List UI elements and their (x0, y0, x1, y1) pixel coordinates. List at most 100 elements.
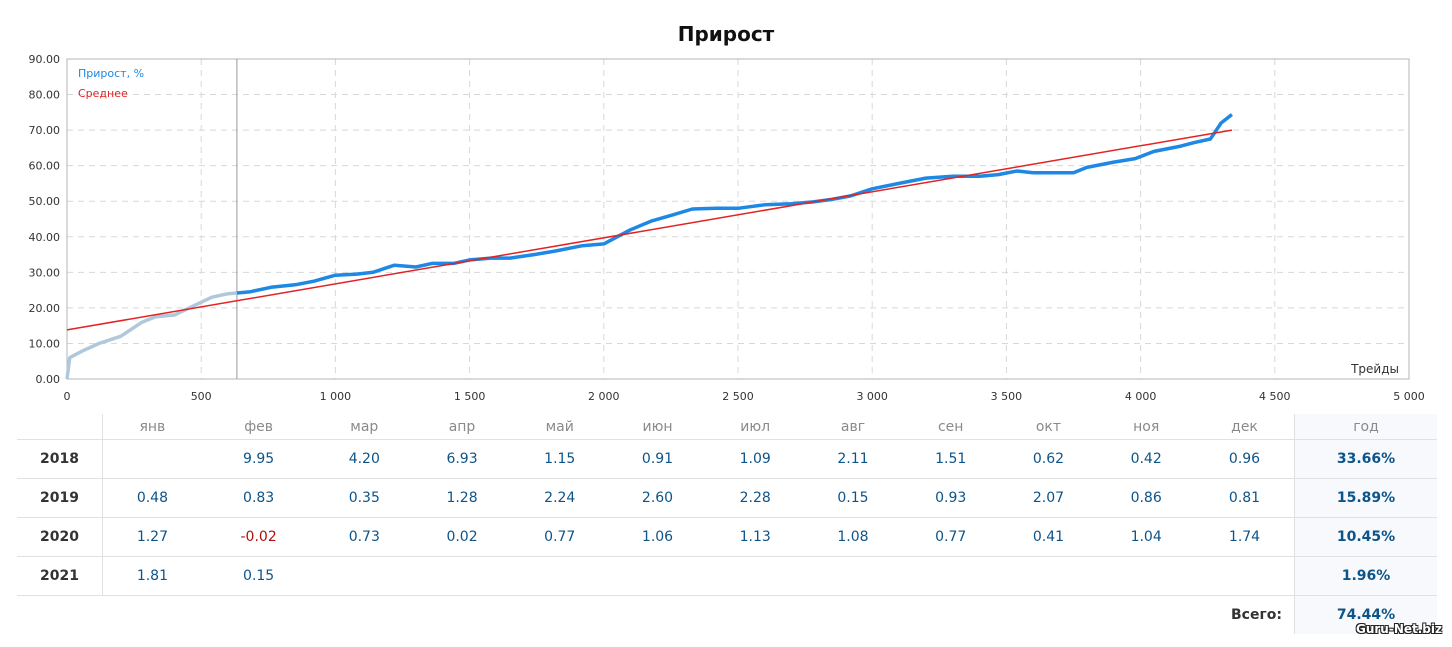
month-value-cell: 2.07 (999, 478, 1098, 518)
x-tick-label: 500 (191, 390, 212, 403)
average-line (66, 129, 1233, 331)
month-value-cell: 1.06 (608, 517, 707, 557)
table-header-row: янв фев мар апр май июн июл авг сен окт ноя дек год (17, 414, 1437, 440)
month-header: авг (804, 414, 902, 440)
table-corner (17, 414, 103, 440)
month-value-cell: 0.48 (102, 478, 202, 518)
year-total-cell: 1.96% (1294, 556, 1437, 596)
month-value-cell: -0.02 (201, 517, 316, 557)
month-value-cell: 1.04 (1097, 517, 1196, 557)
month-value-cell: 1.51 (901, 439, 1000, 479)
month-value-cell: 0.73 (315, 517, 414, 557)
chart-title: Прирост (677, 22, 775, 46)
month-value-cell: 0.83 (201, 478, 316, 518)
table-row: 2019 0.48 0.83 0.35 1.28 2.24 2.60 2.28 0.15 0.93… (17, 478, 1437, 518)
month-value-cell (413, 556, 511, 596)
y-tick-label: 80.00 (29, 89, 61, 102)
month-header: май (510, 414, 609, 440)
month-value-cell: 2.28 (706, 478, 805, 518)
month-value-cell (102, 439, 202, 479)
x-tick-label: 1 000 (320, 390, 352, 403)
series-lines (65, 113, 1233, 380)
y-tick-label: 40.00 (29, 231, 61, 244)
month-value-cell: 0.77 (510, 517, 609, 557)
year-cell: 2018 (17, 439, 103, 479)
month-header: фев (201, 414, 316, 440)
month-header: ноя (1097, 414, 1196, 440)
month-value-cell (706, 556, 805, 596)
month-header: апр (413, 414, 511, 440)
month-header: июл (706, 414, 805, 440)
y-tick-label: 70.00 (29, 124, 61, 137)
month-value-cell: 0.42 (1097, 439, 1196, 479)
growth-line-history (65, 291, 238, 380)
year-cell: 2020 (17, 517, 103, 557)
month-value-cell: 0.93 (901, 478, 1000, 518)
total-row: Всего: 74.44% (17, 595, 1437, 634)
month-value-cell (608, 556, 707, 596)
legend-growth: Прирост, % (78, 67, 144, 80)
year-total-cell: 33.66% (1294, 439, 1437, 479)
month-header: янв (102, 414, 202, 440)
x-tick-label: 1 500 (454, 390, 486, 403)
month-value-cell (315, 556, 414, 596)
y-tick-label: 60.00 (29, 160, 61, 173)
month-value-cell: 0.41 (999, 517, 1098, 557)
chart-grid (67, 59, 1409, 379)
x-tick-label: 2 000 (588, 390, 620, 403)
year-cell: 2021 (17, 556, 103, 596)
month-value-cell: 1.81 (102, 556, 202, 596)
growth-chart: 0.00 10.00 20.00 30.00 40.00 50.00 60.00 70.00 8… (29, 53, 1425, 403)
year-total-cell: 15.89% (1294, 478, 1437, 518)
table-row: 2018 9.95 4.20 6.93 1.15 0.91 1.09 2.11 1.51 0.62… (17, 439, 1437, 479)
month-value-cell: 4.20 (315, 439, 414, 479)
x-tick-label: 4 500 (1259, 390, 1291, 403)
month-value-cell: 1.74 (1195, 517, 1295, 557)
y-tick-label: 50.00 (29, 195, 61, 208)
x-tick-label: 2 500 (722, 390, 754, 403)
month-value-cell: 0.96 (1195, 439, 1295, 479)
month-value-cell (1195, 556, 1295, 596)
x-tick-label: 4 000 (1125, 390, 1157, 403)
x-axis-ticks: 0 500 1 000 1 500 2 000 2 500 3 000 3 500 4 000 4… (64, 390, 1425, 403)
x-tick-label: 5 000 (1393, 390, 1425, 403)
month-header: окт (999, 414, 1098, 440)
month-value-cell (999, 556, 1098, 596)
table-row: 2021 1.81 0.15 1.96% (17, 556, 1437, 596)
month-value-cell: 2.24 (510, 478, 609, 518)
month-header: сен (901, 414, 1000, 440)
x-tick-label: 0 (64, 390, 71, 403)
year-cell: 2019 (17, 478, 103, 518)
month-value-cell: 0.77 (901, 517, 1000, 557)
y-tick-label: 0.00 (36, 373, 61, 386)
month-value-cell: 1.27 (102, 517, 202, 557)
month-value-cell: 0.91 (608, 439, 707, 479)
x-tick-label: 3 500 (991, 390, 1023, 403)
watermark: Guru-Net.biz (1356, 622, 1442, 636)
month-value-cell: 1.13 (706, 517, 805, 557)
y-tick-label: 10.00 (29, 337, 61, 350)
month-value-cell: 0.86 (1097, 478, 1196, 518)
total-value: 74.44% (1294, 595, 1437, 634)
month-value-cell: 9.95 (201, 439, 316, 479)
month-header: дек (1195, 414, 1295, 440)
x-axis-label: Трейды (1350, 362, 1399, 376)
growth-line (236, 113, 1233, 295)
year-total-header: год (1294, 414, 1437, 440)
month-value-cell: 0.15 (201, 556, 316, 596)
month-value-cell: 0.02 (413, 517, 511, 557)
month-header: июн (608, 414, 707, 440)
month-value-cell: 0.35 (315, 478, 414, 518)
y-tick-label: 90.00 (29, 53, 61, 66)
y-tick-label: 20.00 (29, 302, 61, 315)
month-value-cell: 0.62 (999, 439, 1098, 479)
year-total-cell: 10.45% (1294, 517, 1437, 557)
month-value-cell: 1.08 (804, 517, 902, 557)
month-value-cell: 1.28 (413, 478, 511, 518)
month-value-cell: 0.15 (804, 478, 902, 518)
month-value-cell: 0.81 (1195, 478, 1295, 518)
month-value-cell: 2.60 (608, 478, 707, 518)
legend-average: Среднее (78, 87, 128, 100)
month-value-cell (510, 556, 609, 596)
table-row: 2020 1.27 -0.02 0.73 0.02 0.77 1.06 1.13 1.08 0.7… (17, 517, 1437, 557)
